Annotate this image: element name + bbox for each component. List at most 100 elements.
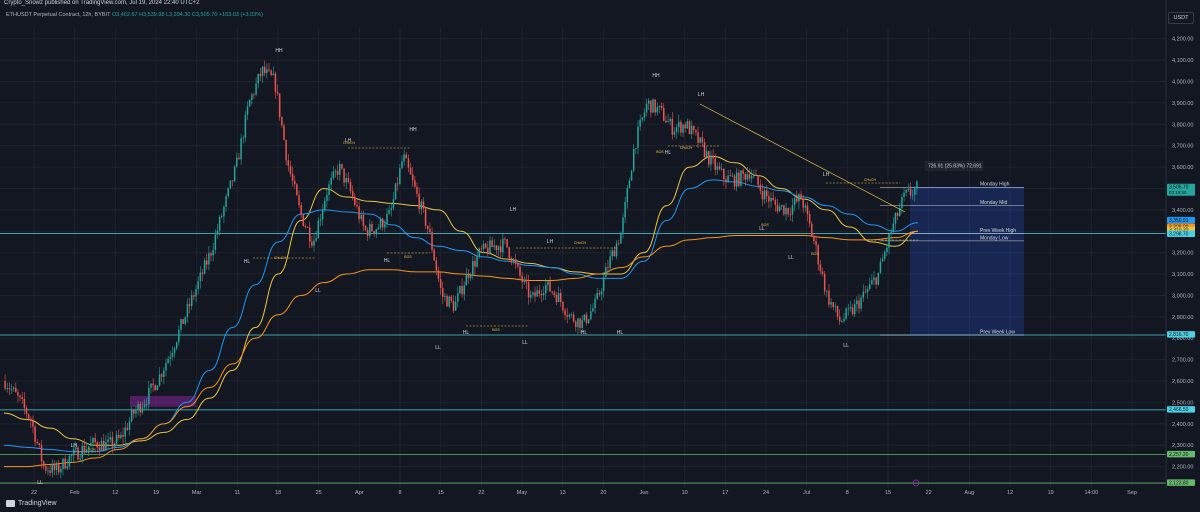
- candle-body: [40, 445, 43, 462]
- price-axis: 2,200.00 2,300.00 2,400.00 2,500.00 2,600.00…: [1165, 0, 1193, 488]
- y-tick-label: 2,400.00: [1172, 422, 1193, 428]
- candle-body: [841, 321, 843, 323]
- candle-body: [227, 188, 229, 197]
- candle-body: [405, 154, 408, 159]
- candle-body: [287, 160, 290, 166]
- candle-body: [364, 226, 367, 230]
- candle-body: [748, 174, 751, 179]
- candle-body: [587, 319, 590, 324]
- level-label: Prev Week Low: [980, 330, 1015, 336]
- candle-body: [77, 447, 79, 460]
- candle-body: [845, 308, 847, 319]
- candle-body: [141, 407, 144, 413]
- candle-body: [783, 205, 785, 215]
- candle-body: [607, 267, 609, 268]
- x-tick-label: Jun: [640, 490, 649, 496]
- candle-body: [806, 205, 809, 215]
- candle-body: [577, 318, 579, 328]
- candle-body: [905, 189, 907, 193]
- candle-body: [433, 249, 435, 261]
- candle-body: [632, 148, 635, 171]
- candle-body: [901, 196, 903, 208]
- candle-body: [238, 157, 240, 160]
- y-tick-label: 2,200.00: [1172, 465, 1193, 471]
- x-tick-label: 8: [398, 490, 401, 496]
- candle-body: [622, 217, 624, 233]
- y-tick-label: 3,800.00: [1172, 122, 1193, 128]
- y-tick-label: 3,200.00: [1172, 251, 1193, 257]
- candle-body: [789, 214, 792, 215]
- candle-body: [349, 181, 352, 192]
- candle-body: [444, 295, 446, 297]
- x-tick-label: 18: [275, 490, 281, 496]
- candle-body: [229, 180, 232, 189]
- y-tick-label: 2,900.00: [1172, 315, 1193, 321]
- candle-body: [259, 73, 262, 77]
- candle-body: [811, 223, 813, 236]
- candle-body: [465, 273, 468, 286]
- candle-body: [581, 320, 583, 328]
- candle-body: [212, 249, 214, 256]
- candle-body: [628, 180, 631, 188]
- candle-body: [188, 304, 191, 307]
- candle-body: [834, 306, 837, 307]
- candle-body: [798, 194, 800, 202]
- candle-body: [881, 258, 884, 262]
- candle-body: [555, 294, 558, 303]
- structure-label: CHoCH: [864, 178, 877, 182]
- horizontal-levels: 726.91 (25.83%) 72,691 Monday High Monday …: [0, 161, 1166, 484]
- price-badge: [1167, 406, 1195, 413]
- candle-body: [394, 183, 397, 200]
- candle-body: [418, 193, 420, 210]
- candle-body: [572, 314, 575, 322]
- candle-body: [111, 437, 114, 447]
- candle-body: [298, 195, 300, 205]
- symbol-info[interactable]: ETHUSDT Perpetual Contract, 12h, BYBIT O…: [6, 12, 263, 18]
- candle-body: [682, 124, 684, 133]
- candle-body: [210, 253, 212, 256]
- tradingview-logo[interactable]: TradingView: [6, 500, 57, 507]
- candle-body: [233, 166, 236, 182]
- candle-body: [193, 295, 195, 297]
- y-tick-label: 2,700.00: [1172, 358, 1193, 364]
- candle-body: [909, 188, 912, 195]
- candle-body: [296, 184, 298, 196]
- candle-body: [324, 200, 326, 211]
- candle-body: [308, 227, 311, 242]
- structure-label: LH: [547, 239, 554, 245]
- candle-body: [416, 186, 418, 194]
- candle-body: [562, 302, 564, 311]
- candle-body: [66, 466, 69, 469]
- candle-body: [669, 118, 671, 122]
- ohlc-values: 3,402.67 H3,539.98 L3,394.30 C3,505.70 +…: [116, 12, 263, 18]
- candle-body: [253, 94, 255, 96]
- candle-body: [216, 230, 219, 235]
- x-tick-label: Apr: [355, 490, 364, 496]
- candle-body: [195, 289, 197, 297]
- candle-body: [536, 290, 538, 297]
- x-tick-label: Sep: [1127, 490, 1137, 496]
- candle-body: [94, 438, 96, 443]
- candle-body: [830, 302, 832, 305]
- trend-line: [699, 103, 906, 213]
- candle-body: [630, 170, 633, 181]
- currency-selector[interactable]: USDT: [1168, 12, 1194, 24]
- candle-body: [703, 142, 706, 158]
- candle-body: [547, 281, 549, 286]
- brand-name: TradingView: [18, 500, 57, 507]
- price-badge-text: 3,505.70: [1169, 185, 1189, 191]
- candle-body: [182, 319, 184, 324]
- candle-body: [523, 279, 526, 283]
- candle-body: [27, 414, 30, 419]
- candle-body: [122, 434, 124, 437]
- candle-body: [190, 295, 193, 307]
- candle-body: [708, 151, 710, 165]
- candle-body: [624, 201, 626, 218]
- candle-body: [53, 464, 56, 470]
- candle-body: [156, 385, 159, 391]
- candle-body: [120, 434, 122, 438]
- candle-body: [360, 214, 362, 220]
- x-tick-label: 12: [112, 490, 118, 496]
- candle-body: [452, 300, 455, 311]
